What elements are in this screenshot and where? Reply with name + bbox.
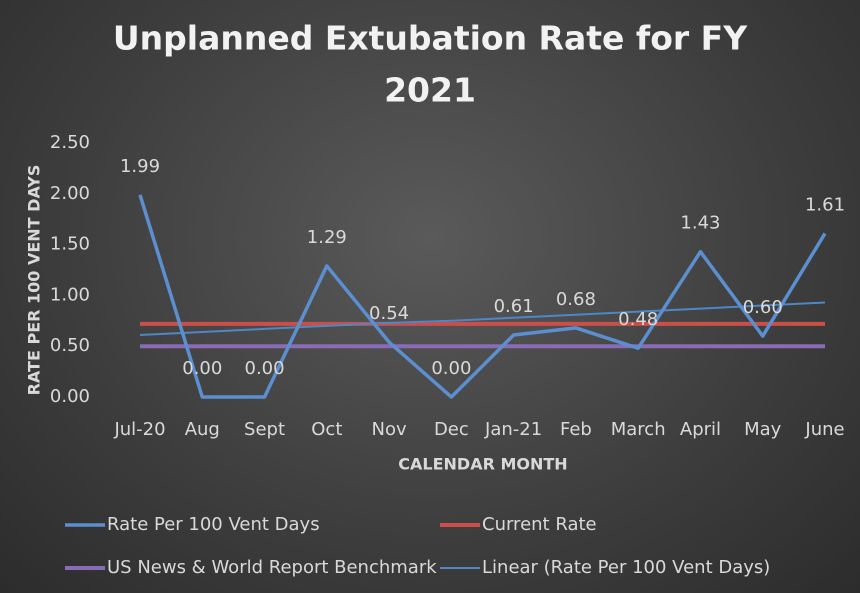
x-tick-label: June [804,419,844,440]
x-tick-label: Sept [244,419,285,440]
x-axis-title: CALENDAR MONTH [398,455,567,474]
y-tick-label: 2.50 [50,132,90,153]
legend-label: Linear (Rate Per 100 Vent Days) [482,557,770,578]
y-axis-title: RATE PER 100 VENT DAYS [25,165,44,396]
series-line [138,194,827,399]
data-label: 0.60 [743,297,783,318]
data-label: 0.54 [369,303,409,324]
legend-label: Current Rate [482,514,597,535]
x-tick-label: Jul-20 [113,419,165,440]
y-tick-label: 1.00 [50,284,90,305]
data-label: 0.00 [431,358,471,379]
data-label: 0.00 [182,358,222,379]
x-tick-label: Oct [311,419,342,440]
y-tick-label: 0.00 [50,386,90,407]
x-tick-label: Aug [185,419,220,440]
series-line [139,301,826,337]
x-tick-label: Nov [372,419,407,440]
data-label: 1.29 [307,227,347,248]
x-tick-label: Jan-21 [484,419,542,440]
chart-title: Unplanned Extubation Rate for FY [113,19,748,58]
data-label: 0.48 [618,309,658,330]
y-tick-label: 2.00 [50,183,90,204]
y-tick-label: 1.50 [50,234,90,255]
data-label: 1.99 [120,156,160,177]
x-tick-label: April [680,419,721,440]
chart-title: 2021 [384,71,476,110]
x-tick-label: Feb [560,419,592,440]
data-label: 1.43 [680,213,720,234]
x-tick-label: March [611,419,666,440]
y-tick-label: 0.50 [50,335,90,356]
x-tick-label: May [744,419,782,440]
data-label: 0.00 [245,358,285,379]
legend-label: Rate Per 100 Vent Days [107,514,320,535]
data-label: 0.61 [494,296,534,317]
data-label: 1.61 [805,194,845,215]
x-tick-label: Dec [434,419,469,440]
data-label: 0.68 [556,289,596,310]
legend-label: US News & World Report Benchmark [107,557,437,578]
